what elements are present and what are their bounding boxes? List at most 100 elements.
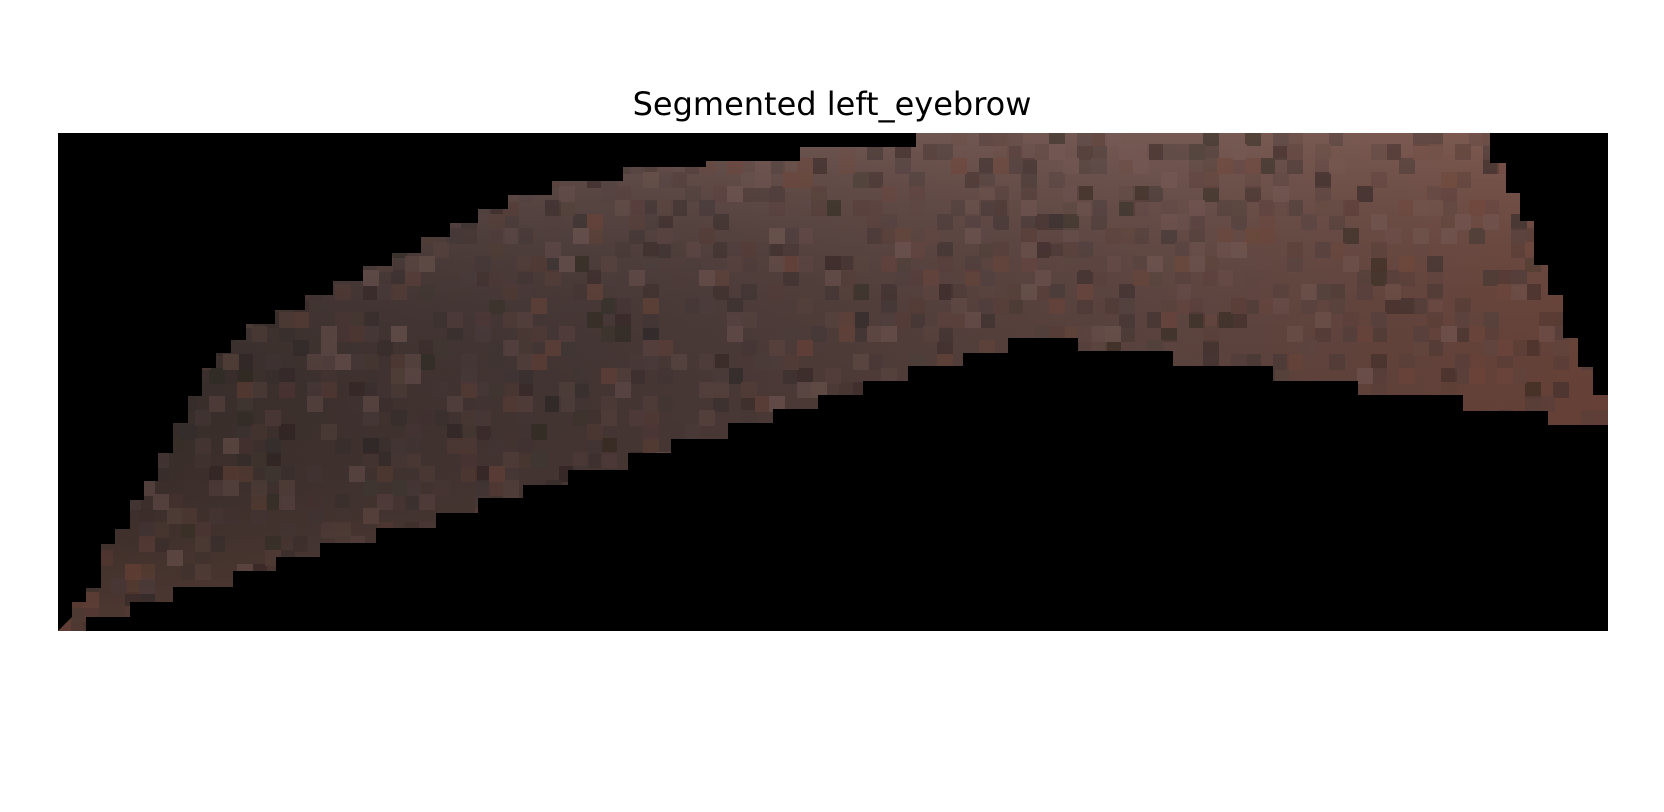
eyebrow-pixel-block (1178, 301, 1192, 315)
eyebrow-pixel-block (142, 511, 156, 525)
eyebrow-pixel-block (562, 329, 576, 343)
eyebrow-pixel-block (422, 497, 436, 511)
eyebrow-pixel-block (730, 245, 744, 259)
eyebrow-pixel-block (464, 441, 478, 455)
eyebrow-pixel-block (1402, 203, 1416, 217)
eyebrow-pixel-block (520, 399, 534, 413)
eyebrow-pixel-block (1220, 161, 1234, 175)
eyebrow-pixel-block (1444, 203, 1458, 217)
eyebrow-pixel-block (1514, 371, 1528, 385)
eyebrow-pixel-block (940, 259, 954, 273)
eyebrow-pixel-block (1192, 315, 1206, 329)
eyebrow-pixel-block (1052, 217, 1066, 231)
eyebrow-pixel-block (1206, 329, 1220, 343)
eyebrow-pixel-block (1458, 315, 1472, 329)
eyebrow-pixel-block (520, 371, 534, 385)
eyebrow-pixel-block (856, 203, 870, 217)
eyebrow-pixel-block (1402, 371, 1416, 385)
eyebrow-pixel-block (478, 399, 492, 413)
eyebrow-pixel-block (912, 273, 926, 287)
eyebrow-pixel-block (1472, 133, 1486, 147)
eyebrow-pixel-block (590, 413, 604, 427)
segmented-eyebrow-image (58, 133, 1608, 631)
eyebrow-pixel-block (408, 371, 422, 385)
eyebrow-pixel-block (520, 231, 534, 245)
eyebrow-pixel-block (1500, 371, 1514, 385)
eyebrow-pixel-block (520, 273, 534, 287)
eyebrow-pixel-block (1486, 217, 1500, 231)
eyebrow-pixel-block (1276, 203, 1290, 217)
eyebrow-pixel-block (226, 441, 240, 455)
eyebrow-pixel-block (996, 203, 1010, 217)
eyebrow-pixel-block (702, 273, 716, 287)
eyebrow-pixel-block (856, 357, 870, 371)
eyebrow-pixel-block (716, 273, 730, 287)
eyebrow-pixel-block (1192, 147, 1206, 161)
eyebrow-pixel-block (450, 343, 464, 357)
eyebrow-pixel-block (1332, 133, 1346, 147)
eyebrow-pixel-block (310, 497, 324, 511)
eyebrow-pixel-block (1332, 301, 1346, 315)
eyebrow-pixel-block (338, 441, 352, 455)
eyebrow-pixel-block (1458, 329, 1472, 343)
eyebrow-pixel-block (1122, 287, 1136, 301)
eyebrow-pixel-block (870, 217, 884, 231)
eyebrow-pixel-block (1136, 273, 1150, 287)
eyebrow-pixel-block (786, 161, 800, 175)
eyebrow-pixel-block (1290, 133, 1304, 147)
eyebrow-pixel-block (1388, 231, 1402, 245)
eyebrow-pixel-block (1332, 287, 1346, 301)
eyebrow-pixel-block (408, 441, 422, 455)
eyebrow-pixel-block (170, 553, 184, 567)
eyebrow-pixel-block (100, 553, 114, 567)
eyebrow-pixel-block (646, 343, 660, 357)
eyebrow-pixel-block (632, 217, 646, 231)
eyebrow-pixel-block (730, 161, 744, 175)
eyebrow-pixel-block (198, 441, 212, 455)
eyebrow-pixel-block (1122, 231, 1136, 245)
eyebrow-pixel-block (1080, 287, 1094, 301)
eyebrow-pixel-block (1402, 161, 1416, 175)
eyebrow-pixel-block (72, 609, 86, 623)
eyebrow-pixel-block (492, 217, 506, 231)
eyebrow-pixel-block (156, 539, 170, 553)
eyebrow-pixel-block (1598, 413, 1608, 427)
eyebrow-pixel-block (576, 413, 590, 427)
eyebrow-pixel-block (1374, 329, 1388, 343)
eyebrow-pixel-block (1164, 329, 1178, 343)
eyebrow-pixel-block (1164, 147, 1178, 161)
eyebrow-pixel-block (1052, 245, 1066, 259)
eyebrow-pixel-block (1528, 399, 1542, 413)
eyebrow-pixel-block (1290, 357, 1304, 371)
eyebrow-pixel-block (394, 371, 408, 385)
eyebrow-pixel-block (744, 259, 758, 273)
eyebrow-pixel-block (1276, 357, 1290, 371)
eyebrow-pixel-block (114, 581, 128, 595)
eyebrow-pixel-block (590, 287, 604, 301)
eyebrow-pixel-block (898, 329, 912, 343)
eyebrow-pixel-block (240, 385, 254, 399)
eyebrow-pixel-block (562, 203, 576, 217)
eyebrow-pixel-block (1416, 147, 1430, 161)
eyebrow-pixel-block (1304, 287, 1318, 301)
eyebrow-pixel-block (1416, 245, 1430, 259)
eyebrow-pixel-block (940, 245, 954, 259)
eyebrow-pixel-block (1094, 147, 1108, 161)
eyebrow-pixel-block (394, 455, 408, 469)
eyebrow-pixel-block (814, 161, 828, 175)
eyebrow-pixel-block (436, 245, 450, 259)
eyebrow-pixel-block (800, 231, 814, 245)
eyebrow-pixel-block (1374, 273, 1388, 287)
eyebrow-pixel-block (842, 259, 856, 273)
eyebrow-pixel-block (1192, 203, 1206, 217)
eyebrow-pixel-block (660, 203, 674, 217)
eyebrow-pixel-block (1262, 301, 1276, 315)
eyebrow-pixel-block (1472, 231, 1486, 245)
eyebrow-pixel-block (282, 483, 296, 497)
eyebrow-pixel-block (1066, 231, 1080, 245)
eyebrow-pixel-block (198, 455, 212, 469)
eyebrow-pixel-block (520, 385, 534, 399)
eyebrow-pixel-block (394, 483, 408, 497)
eyebrow-pixel-block (926, 287, 940, 301)
